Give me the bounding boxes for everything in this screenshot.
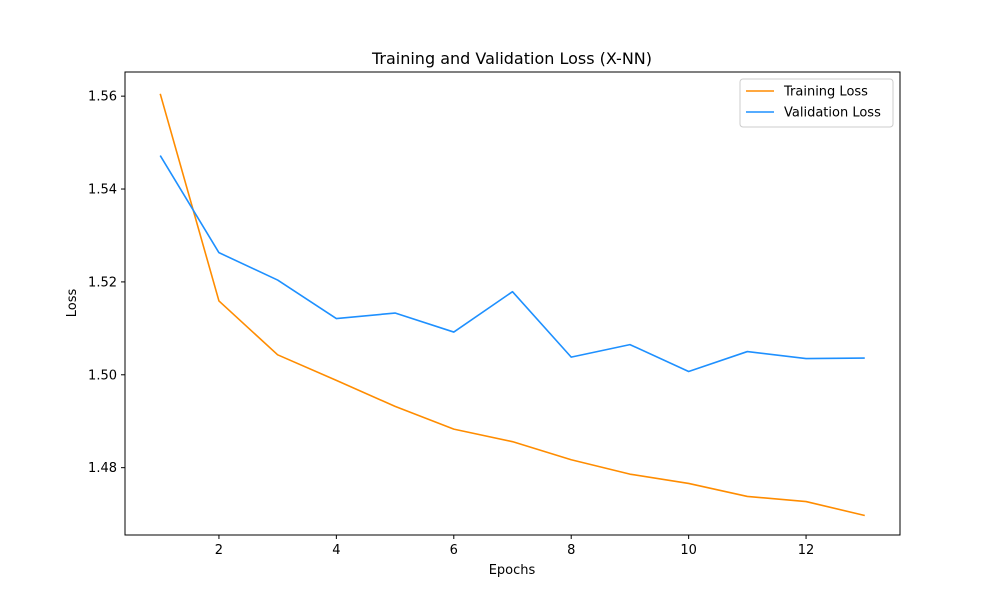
legend-box bbox=[739, 78, 894, 128]
legend-label: Validation Loss bbox=[784, 106, 881, 121]
x-tick-label: 2 bbox=[215, 543, 223, 558]
x-tick-label: 6 bbox=[450, 543, 458, 558]
y-tick-label: 1.48 bbox=[88, 461, 117, 476]
x-tick-label: 8 bbox=[567, 543, 575, 558]
x-tick-label: 4 bbox=[332, 543, 340, 558]
y-tick-label: 1.52 bbox=[88, 275, 117, 290]
axes-frame bbox=[124, 71, 901, 536]
x-tick-label: 12 bbox=[798, 543, 815, 558]
y-tick-label: 1.56 bbox=[88, 90, 117, 105]
series-line-training-loss bbox=[159, 93, 865, 517]
legend-label: Training Loss bbox=[783, 85, 868, 100]
y-axis-label: Loss bbox=[65, 289, 80, 318]
series-line-validation-loss bbox=[159, 155, 865, 373]
x-axis-label: Epochs bbox=[489, 563, 536, 578]
y-tick-label: 1.50 bbox=[88, 368, 117, 383]
legend: Training Loss Validation Loss bbox=[739, 78, 894, 128]
y-tick-label: 1.54 bbox=[88, 183, 117, 198]
plot-area: 2 4 6 8 10 12 1.48 1.50 1.52 1.54 1.56 bbox=[88, 71, 901, 558]
x-tick-label: 10 bbox=[680, 543, 697, 558]
chart-title: Training and Validation Loss (X-NN) bbox=[371, 49, 652, 68]
